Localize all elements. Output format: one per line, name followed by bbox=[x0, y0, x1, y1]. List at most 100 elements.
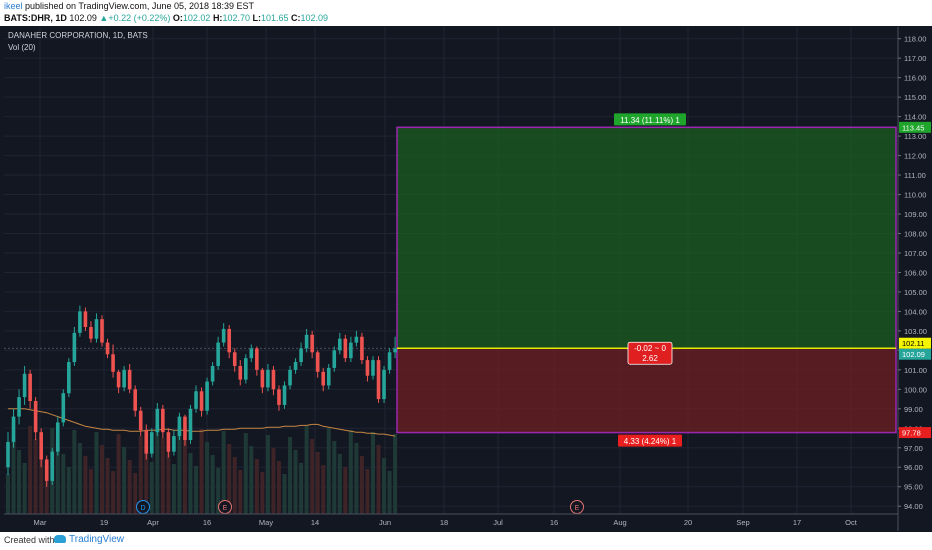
price-tick-label: 117.00 bbox=[904, 54, 926, 63]
candle bbox=[382, 365, 386, 403]
volume-bar bbox=[393, 434, 398, 514]
low-value: 101.65 bbox=[260, 13, 289, 23]
candle bbox=[22, 365, 27, 405]
candle-body bbox=[326, 367, 331, 386]
volume-bar bbox=[77, 443, 82, 514]
volume-bar bbox=[122, 447, 127, 514]
volume-bar bbox=[33, 439, 38, 514]
volume-bar bbox=[299, 463, 304, 514]
price-tick-label: 106.00 bbox=[904, 268, 927, 277]
volume-bar bbox=[354, 443, 359, 514]
candle-body bbox=[83, 311, 88, 327]
candle-body bbox=[243, 358, 248, 380]
candle bbox=[6, 432, 10, 476]
volume-bar bbox=[221, 431, 226, 514]
candle-body bbox=[205, 381, 209, 411]
candle-body bbox=[232, 352, 237, 366]
indicator-label: Vol (20) bbox=[8, 43, 36, 52]
candle bbox=[371, 356, 375, 380]
price-tick-label: 116.00 bbox=[904, 74, 926, 83]
candle-body bbox=[155, 408, 160, 433]
volume-bar bbox=[177, 427, 182, 514]
candle-body bbox=[371, 360, 375, 376]
candle-body bbox=[166, 432, 171, 452]
volume-bar bbox=[232, 457, 237, 514]
tradingview-cloud-icon bbox=[54, 535, 66, 544]
candle bbox=[216, 336, 220, 370]
time-tick-label: 16 bbox=[203, 518, 211, 527]
entry-price-tag-box bbox=[899, 337, 931, 349]
candle bbox=[349, 336, 353, 363]
candle-body bbox=[138, 410, 143, 431]
volume-bar bbox=[326, 428, 331, 514]
candle-body bbox=[288, 369, 292, 386]
volume-bar bbox=[249, 446, 254, 514]
time-tick-label: 16 bbox=[550, 518, 558, 527]
volume-bar bbox=[83, 456, 88, 514]
price-axis bbox=[898, 27, 932, 531]
price-tick-label: 97.00 bbox=[904, 444, 923, 453]
low-label: L: bbox=[252, 13, 261, 23]
candle-body bbox=[365, 360, 370, 376]
candle-body bbox=[315, 352, 320, 372]
candle-body bbox=[238, 365, 243, 380]
candle bbox=[288, 365, 292, 390]
author-link[interactable]: ikeel bbox=[4, 1, 23, 11]
price-tick-label: 112.00 bbox=[904, 152, 926, 161]
price-tick-label: 115.00 bbox=[904, 93, 926, 102]
volume-bar bbox=[216, 468, 221, 514]
volume-ma-line bbox=[8, 408, 396, 437]
tradingview-brand-text: TradingView bbox=[69, 534, 125, 545]
volume-bar bbox=[138, 436, 143, 514]
candle bbox=[33, 397, 38, 440]
candle-body bbox=[266, 369, 270, 388]
volume-bar bbox=[6, 474, 10, 514]
time-tick-label: Sep bbox=[736, 518, 749, 527]
candle-body bbox=[44, 459, 49, 481]
footer-bar: Created with TradingView bbox=[0, 532, 932, 550]
candle-body bbox=[28, 373, 32, 402]
candle bbox=[321, 367, 326, 392]
candle-body bbox=[6, 441, 10, 468]
volume-bar bbox=[94, 432, 99, 514]
candle bbox=[161, 404, 165, 439]
candle bbox=[94, 313, 99, 343]
price-tick-label: 111.00 bbox=[904, 171, 926, 180]
candle-body bbox=[94, 319, 99, 339]
volume-bar bbox=[28, 426, 33, 514]
candle bbox=[100, 315, 104, 347]
target-price-tag-box bbox=[899, 121, 931, 133]
candle-body bbox=[105, 342, 110, 355]
tradingview-logo-link[interactable]: TradingView bbox=[54, 534, 124, 545]
volume-bar bbox=[194, 466, 199, 514]
volume-bar bbox=[210, 455, 215, 514]
candle-body bbox=[338, 338, 342, 351]
candle-body bbox=[183, 416, 187, 440]
candle-body bbox=[33, 401, 38, 433]
candle-body bbox=[161, 408, 165, 433]
volume-bar bbox=[304, 426, 309, 514]
volume-bar bbox=[243, 433, 248, 514]
volume-bar bbox=[55, 441, 60, 514]
candle-body bbox=[376, 360, 381, 400]
volume-bar bbox=[276, 461, 281, 514]
candle-body bbox=[172, 436, 176, 452]
volume-bar bbox=[160, 438, 165, 514]
price-tick-label: 113.00 bbox=[904, 132, 926, 141]
candle bbox=[172, 430, 176, 456]
open-label: O: bbox=[172, 13, 183, 23]
chart-title: DANAHER CORPORATION, 1D, BATS bbox=[8, 31, 148, 40]
candle-body bbox=[199, 391, 204, 411]
candle-body bbox=[78, 311, 82, 333]
candle bbox=[360, 332, 364, 365]
volume-bar bbox=[227, 444, 232, 514]
target-label: 11.34 (11.11%) 1 bbox=[620, 116, 680, 125]
candle-body bbox=[55, 422, 60, 452]
candle bbox=[78, 305, 82, 337]
candle bbox=[39, 428, 43, 468]
candle-body bbox=[67, 362, 71, 394]
volume-bar bbox=[370, 432, 375, 514]
price-tick-label: 109.00 bbox=[904, 210, 927, 219]
candle bbox=[338, 332, 342, 355]
